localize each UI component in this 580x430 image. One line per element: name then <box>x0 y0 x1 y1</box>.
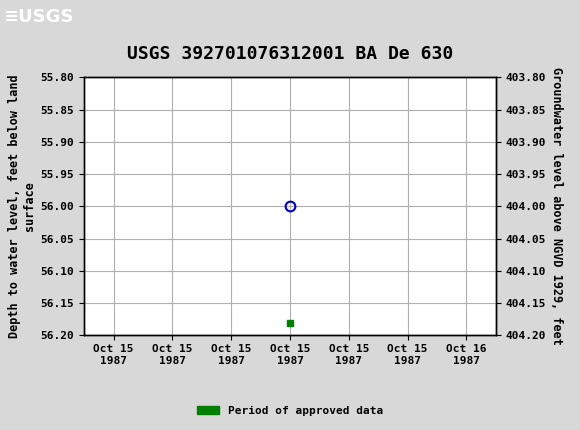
Text: ≡USGS: ≡USGS <box>3 8 74 26</box>
Y-axis label: Groundwater level above NGVD 1929, feet: Groundwater level above NGVD 1929, feet <box>550 68 563 345</box>
Text: USGS 392701076312001 BA De 630: USGS 392701076312001 BA De 630 <box>127 45 453 63</box>
Legend: Period of approved data: Period of approved data <box>193 401 387 420</box>
Y-axis label: Depth to water level, feet below land
surface: Depth to water level, feet below land su… <box>9 74 37 338</box>
